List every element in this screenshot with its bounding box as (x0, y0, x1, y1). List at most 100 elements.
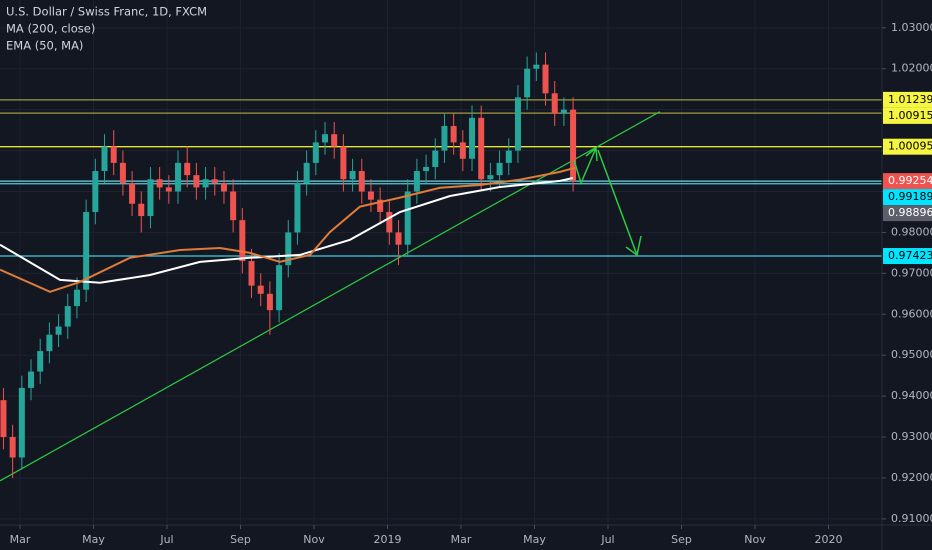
candle-body (441, 126, 448, 151)
level-label-box (883, 189, 932, 206)
candle-body (110, 146, 117, 163)
y-tick-label: 0.98000 (891, 225, 932, 238)
y-tick-label: 1.03000 (891, 21, 932, 34)
y-tick-label: 0.96000 (891, 307, 932, 320)
candle-body (469, 117, 476, 159)
level-label-box (883, 138, 932, 155)
candle-body (46, 334, 53, 352)
candle-body (542, 64, 549, 94)
candle-body (156, 179, 163, 188)
candle-body (349, 171, 356, 180)
legend: U.S. Dollar / Swiss Franc, 1D, FXCM MA (… (6, 5, 207, 53)
candle-body (322, 134, 329, 143)
level-label-box (883, 107, 932, 124)
candle-body (367, 191, 374, 200)
moving-average-line (0, 166, 576, 293)
candle-body (64, 306, 71, 327)
level-label: 0.97423 (888, 249, 932, 262)
arrows (573, 146, 642, 257)
candle-body (0, 400, 7, 438)
y-tick-label: 0.91000 (891, 512, 932, 525)
candle-body (175, 162, 182, 192)
candle-body (413, 171, 420, 192)
x-tick-label: Sep (671, 533, 692, 546)
x-tick-label: 2019 (373, 533, 401, 546)
candle-body (138, 203, 145, 217)
candle-body (184, 162, 191, 176)
candle-body (395, 232, 402, 245)
y-tick-label: 0.94000 (891, 389, 932, 402)
x-tick-label: May (523, 533, 546, 546)
level-label: 0.99189 (888, 190, 932, 203)
candle-body (147, 179, 154, 217)
level-label: 1.01239 (888, 93, 932, 106)
candle-body (496, 162, 503, 176)
axes: 1.030001.020001.010001.000000.990000.980… (10, 21, 932, 546)
candle-body (83, 211, 90, 290)
candle-body (524, 68, 531, 98)
legend-entry: EMA (50, MA) (6, 39, 83, 53)
candle-body (505, 150, 512, 163)
candle-body (331, 134, 338, 147)
candle-body (119, 162, 126, 184)
candle-body (533, 64, 540, 69)
candle-body (165, 187, 172, 192)
candle-body (514, 97, 521, 151)
candle-body (340, 146, 347, 180)
legend-entry: MA (200, close) (6, 22, 95, 36)
candle-body (239, 220, 246, 262)
level-label: 1.00915 (888, 109, 932, 122)
candle-body (92, 171, 99, 212)
candle-body (551, 93, 558, 114)
arrow-head (625, 235, 642, 257)
level-label-box (883, 205, 932, 222)
plot-area (0, 52, 882, 482)
level-label-box (883, 248, 932, 265)
y-tick-label: 0.97000 (891, 266, 932, 279)
candle-body (9, 437, 16, 458)
x-tick-label: Mar (451, 533, 472, 546)
arrow-up (573, 147, 597, 186)
x-tick-label: May (82, 533, 105, 546)
level-label-box (883, 91, 932, 108)
level-label-box (883, 173, 932, 190)
candle-body (312, 142, 319, 163)
candle-body (560, 109, 567, 114)
candle-body (478, 117, 485, 180)
candle-body (303, 162, 310, 184)
arrow-down (597, 149, 638, 256)
candle-body (386, 211, 393, 233)
candle-body (73, 289, 80, 307)
x-tick-label: 2020 (814, 533, 842, 546)
candle-body (193, 175, 200, 188)
y-tick-label: 0.92000 (891, 471, 932, 484)
y-tick-label: 0.95000 (891, 348, 932, 361)
candle-body (459, 142, 466, 159)
candle-body (211, 179, 218, 184)
level-label: 0.98896 (888, 206, 932, 219)
candle-body (266, 293, 273, 311)
candle-body (202, 179, 209, 188)
y-tick-label: 0.93000 (891, 430, 932, 443)
candle-body (101, 146, 108, 172)
x-tick-label: Nov (744, 533, 766, 546)
candle-body (37, 351, 44, 372)
candle-body (358, 171, 365, 192)
level-label: 0.99254 (888, 174, 932, 187)
candle-body (129, 183, 136, 204)
candle-body (570, 109, 577, 182)
candle-body (220, 183, 227, 192)
candle-body (18, 387, 25, 458)
candle-body (432, 150, 439, 167)
candle-body (257, 285, 264, 294)
level-label: 1.00095 (888, 140, 932, 153)
x-tick-label: Nov (303, 533, 325, 546)
candle-body (294, 183, 301, 233)
candle-body (377, 199, 384, 212)
x-tick-label: Sep (230, 533, 251, 546)
candle-body (404, 191, 411, 245)
moving-average-line (0, 177, 574, 284)
y-tick-label: 1.02000 (891, 62, 932, 75)
